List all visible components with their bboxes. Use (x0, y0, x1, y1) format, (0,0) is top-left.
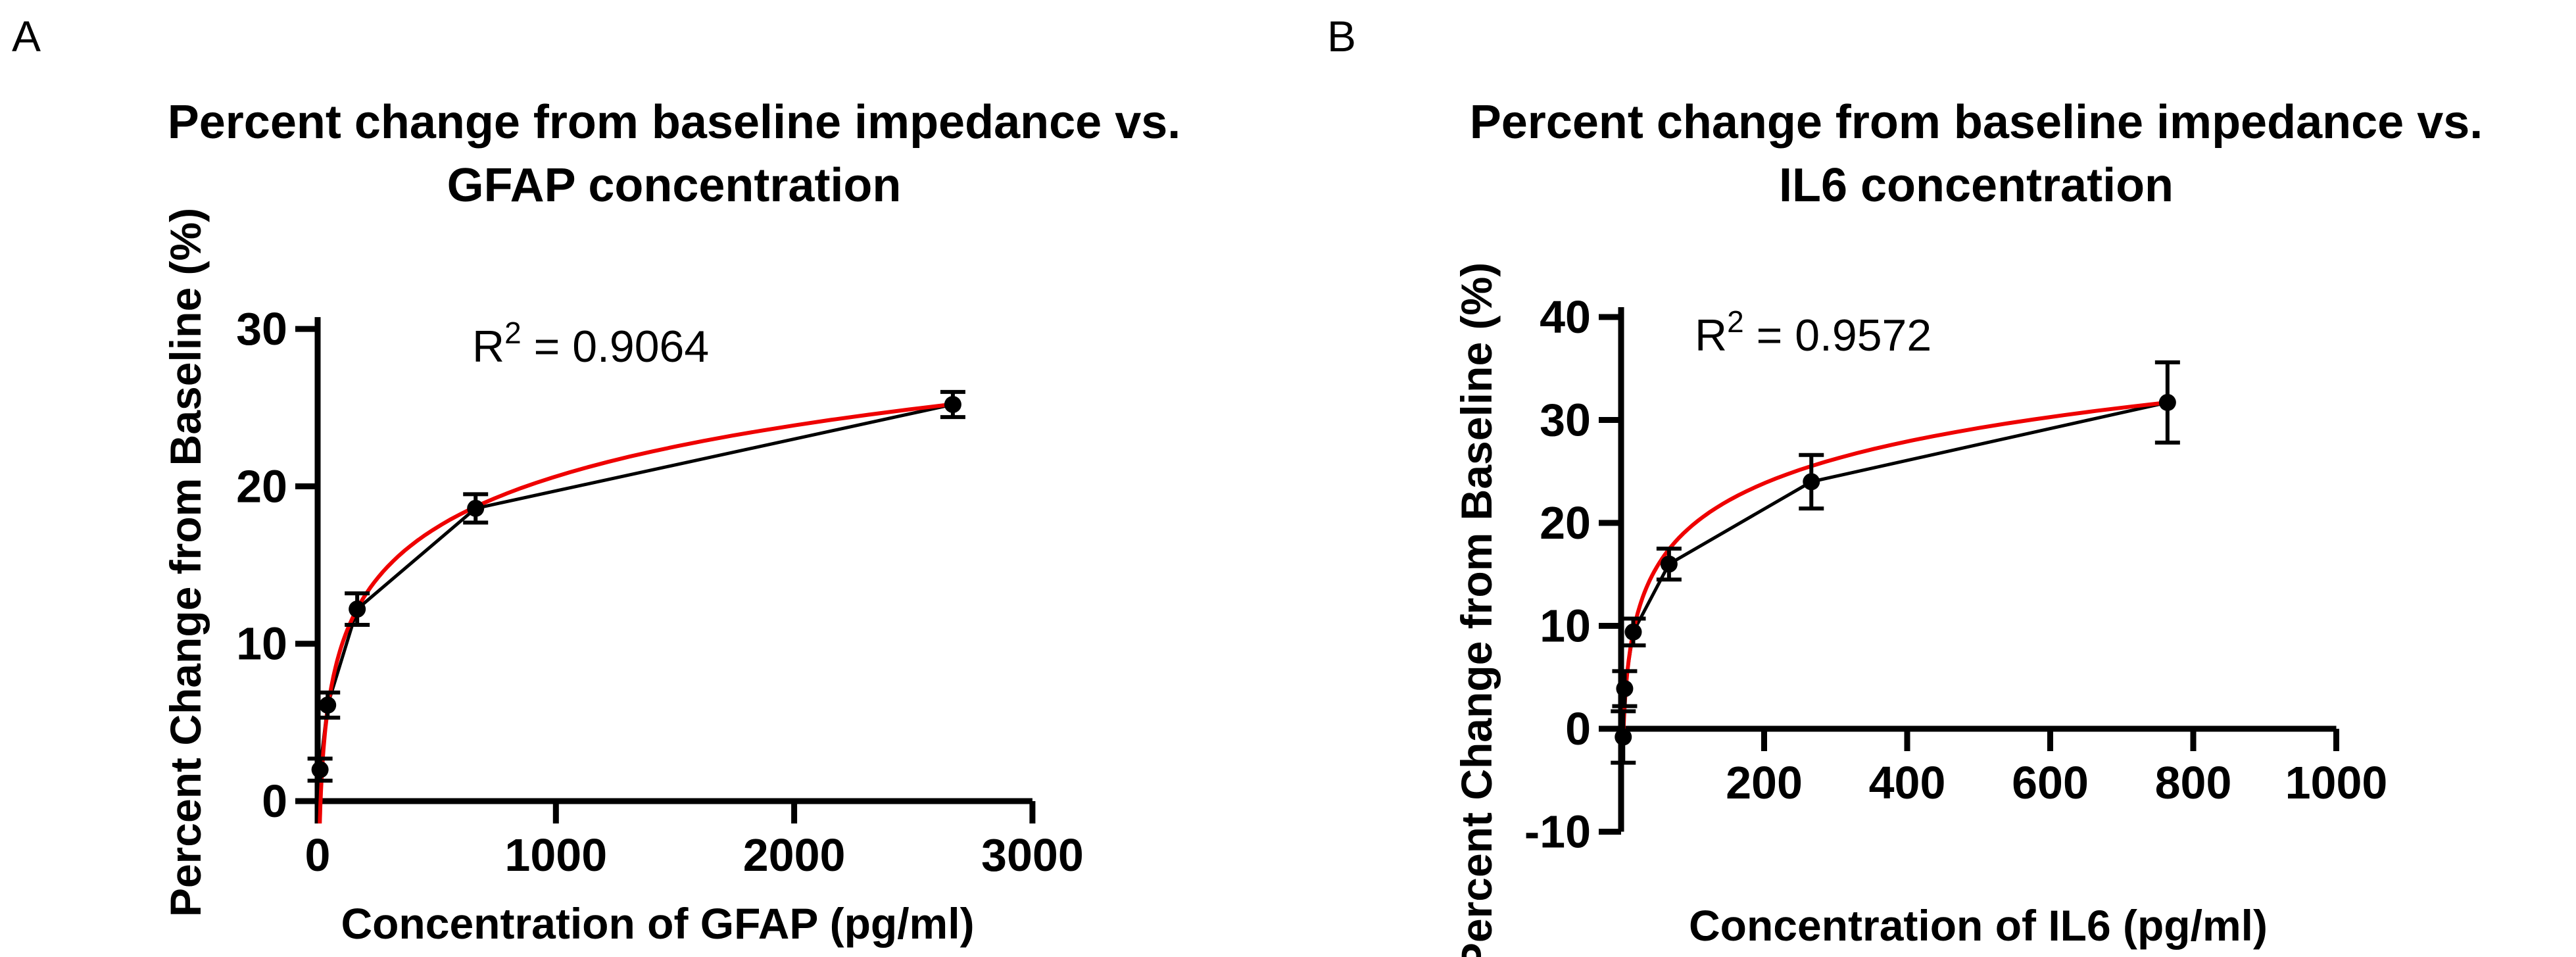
panel-b-title-line2: IL6 concentration (1779, 159, 2174, 212)
x-tick-label: 1000 (2285, 757, 2388, 808)
y-tick-label: -10 (1524, 806, 1591, 858)
data-point (319, 697, 337, 714)
panel-a: A Percent change from baseline impedance… (12, 12, 1180, 948)
panel-b-plot-area: -10 0 10 20 30 40 200 400 600 800 1000 (1524, 291, 2388, 858)
panel-a-y-axis-title: Percent Change from Baseline (%) (161, 208, 210, 917)
fit-curve (318, 402, 954, 823)
data-point (1660, 555, 1678, 573)
y-tick-label: 20 (1540, 497, 1591, 549)
panel-a-title-line2: GFAP concentration (447, 159, 902, 212)
y-tick-label: 30 (1540, 395, 1591, 446)
data-point (311, 761, 329, 779)
data-point (1803, 473, 1820, 491)
data-point (467, 499, 485, 517)
panel-a-r2-annotation: R2 = 0.9064 (472, 316, 709, 372)
data-point (349, 601, 366, 618)
data-point (1615, 728, 1632, 746)
y-tick-label: 40 (1540, 291, 1591, 343)
panel-letter-a: A (12, 12, 41, 61)
data-point (1616, 679, 1634, 697)
data-point (1624, 623, 1642, 641)
x-tick-label: 400 (1869, 757, 1946, 808)
panel-b-r2-annotation: R2 = 0.9572 (1695, 305, 1932, 360)
y-tick-label: 30 (236, 303, 287, 355)
x-tick-label: 600 (2012, 757, 2089, 808)
y-tick-label: 0 (1565, 703, 1591, 754)
series-line (1621, 401, 2168, 737)
fit-curve (1621, 400, 2168, 741)
x-tick-label: 0 (305, 829, 331, 881)
y-tick-label: 10 (236, 618, 287, 670)
panel-b-x-axis-title: Concentration of IL6 (pg/ml) (1689, 901, 2268, 950)
y-tick-label: 10 (1540, 601, 1591, 652)
x-tick-label: 3000 (981, 829, 1084, 881)
x-tick-label: 200 (1726, 757, 1803, 808)
series-line (318, 403, 954, 770)
panel-b: B Percent change from baseline impedance… (1327, 12, 2483, 957)
panel-a-plot-area: 0 10 20 30 0 1000 2000 3000 (236, 303, 1084, 881)
panel-b-title-line1: Percent change from baseline impedance v… (1470, 96, 2483, 149)
data-point (2158, 393, 2176, 411)
panel-letter-b: B (1327, 12, 1356, 61)
x-tick-label: 1000 (504, 829, 607, 881)
panel-b-y-axis-title: Percent Change from Baseline (%) (1452, 262, 1501, 957)
panel-a-title-line1: Percent change from baseline impedance v… (168, 96, 1181, 149)
x-tick-label: 2000 (743, 829, 846, 881)
x-tick-label: 800 (2155, 757, 2232, 808)
panel-a-x-axis-title: Concentration of GFAP (pg/ml) (341, 899, 974, 948)
y-tick-label: 0 (262, 775, 287, 827)
y-tick-label: 20 (236, 460, 287, 512)
data-point (944, 395, 961, 413)
